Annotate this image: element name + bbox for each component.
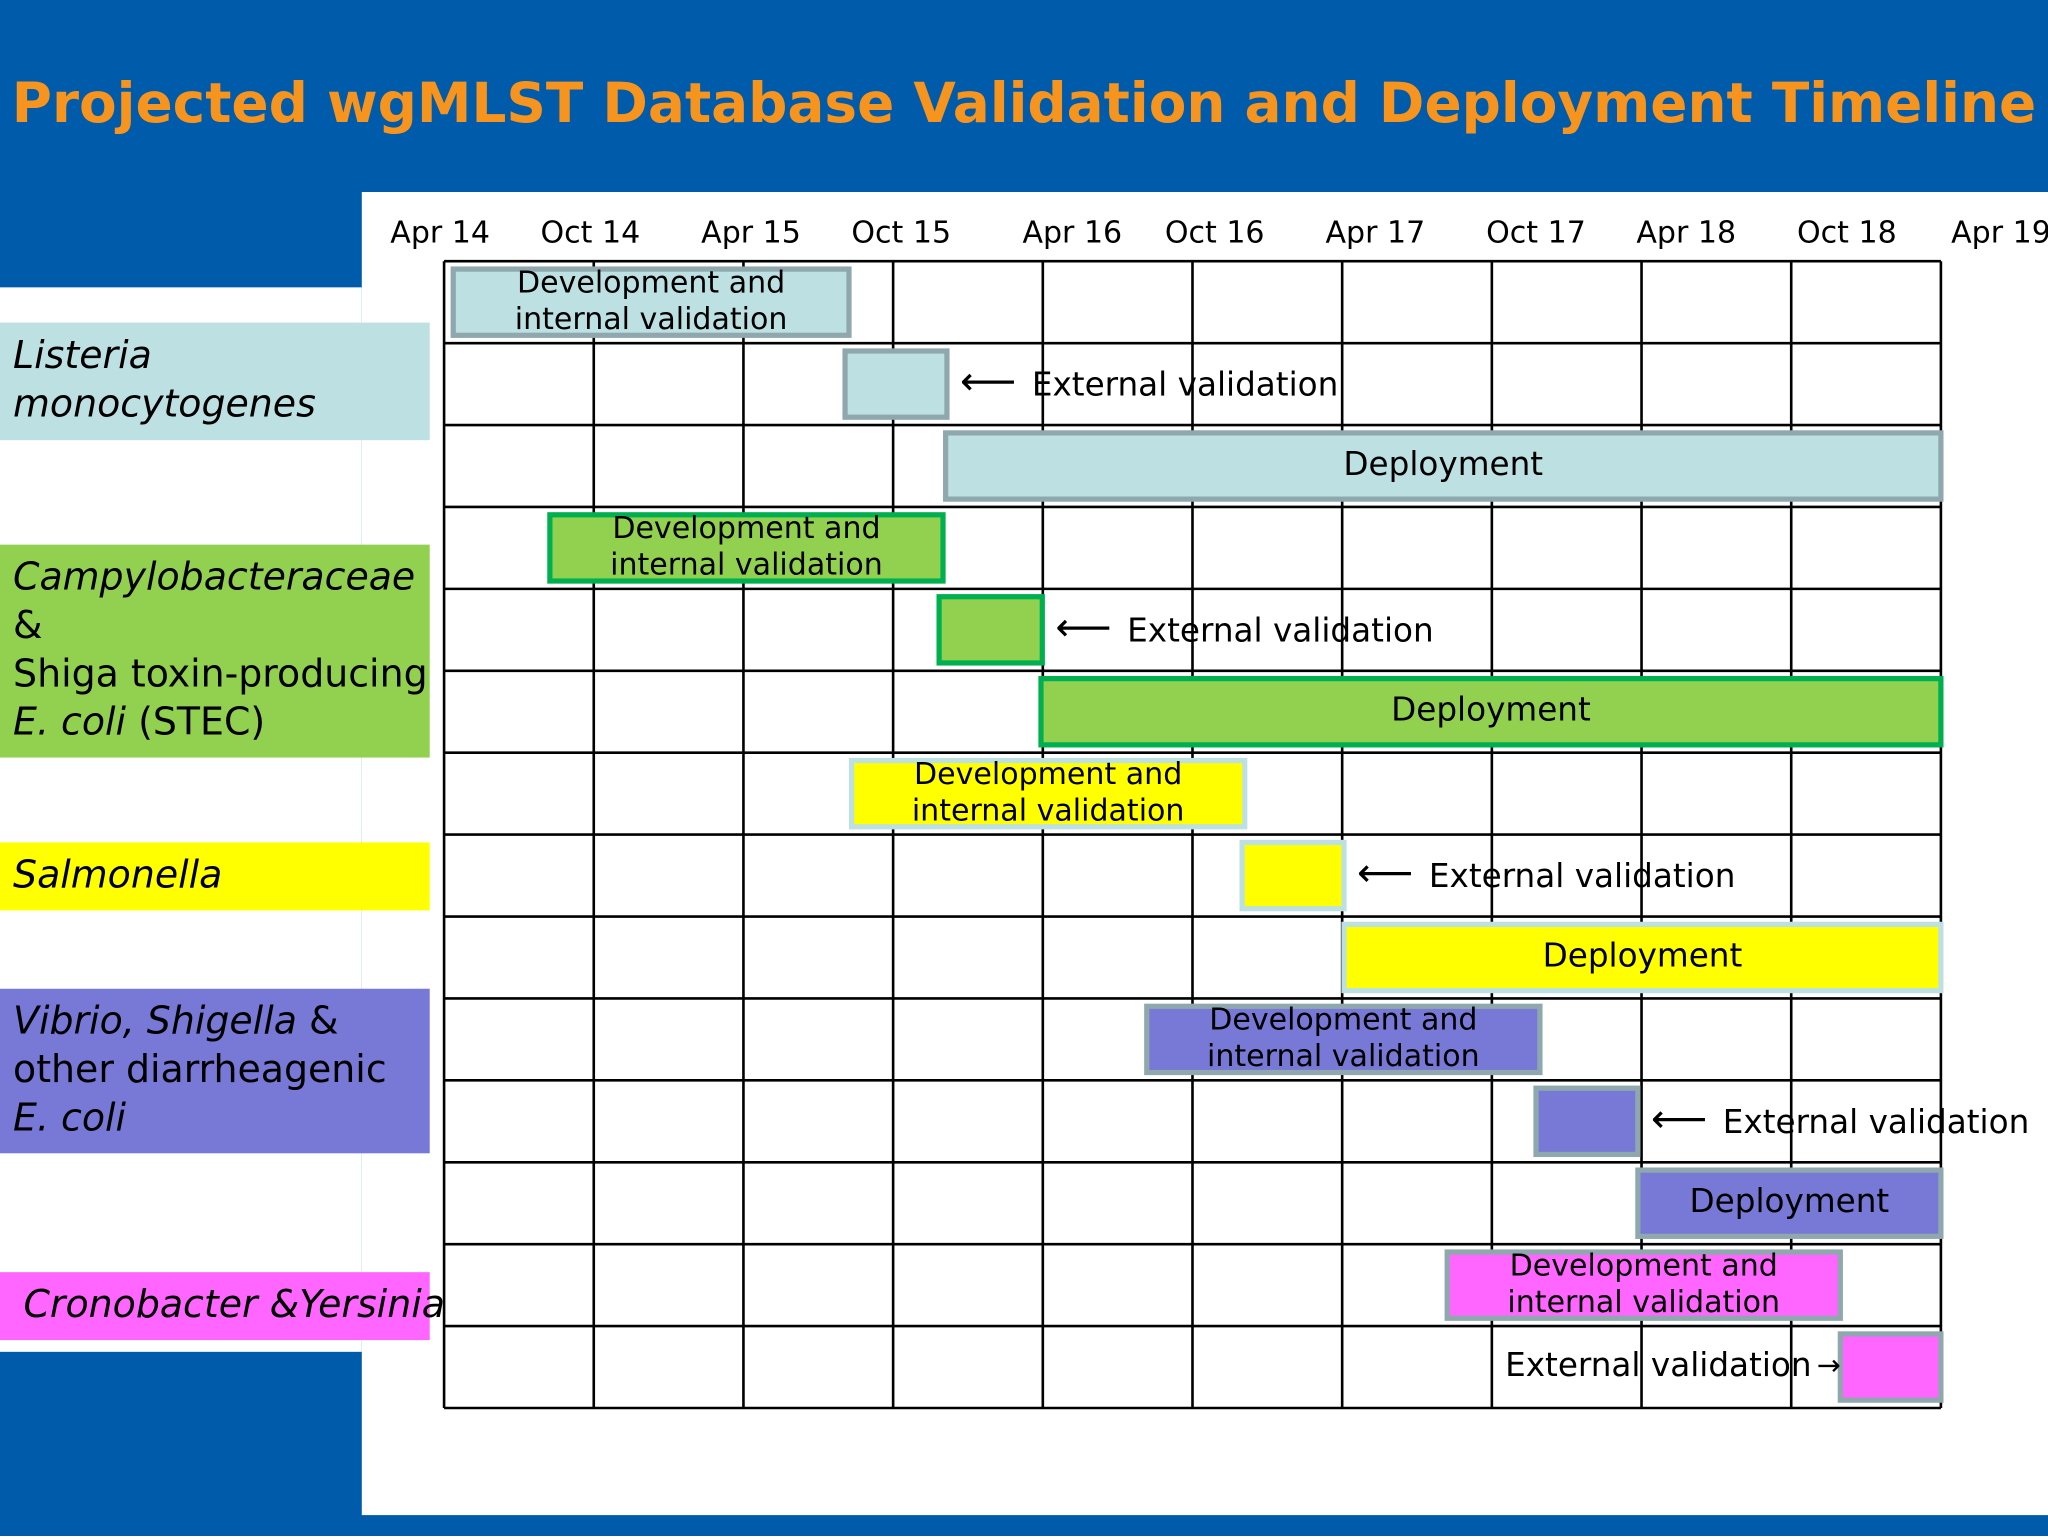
bar-label: Development and (1510, 1248, 1778, 1283)
arrow: → (1817, 1348, 1841, 1382)
category-label-part: monocytogenes (13, 381, 316, 425)
bar-label: External validation (1505, 1346, 1812, 1384)
bar-label: Development and (1209, 1003, 1477, 1038)
column-label: Apr 19 (1951, 215, 2048, 250)
bar-label: External validation (1032, 366, 1339, 404)
arrow: ⟵ (1357, 851, 1413, 896)
category-label-part: Campylobacteraceae (13, 554, 415, 598)
category-box (0, 988, 430, 1154)
bar-label: internal validation (1507, 1285, 1780, 1320)
bar-label: internal validation (610, 548, 883, 583)
bar-label: External validation (1429, 857, 1736, 895)
column-label: Apr 18 (1636, 215, 1736, 250)
category-label-part: Vibrio, Shigella (13, 998, 297, 1042)
arrow: ⟵ (1651, 1097, 1707, 1142)
timeline-bar (547, 512, 946, 584)
arrow: ⟵ (1055, 605, 1111, 650)
timeline-bar (1144, 1003, 1543, 1076)
category-label-part: E. coli (13, 699, 126, 743)
timeline-bar (842, 348, 950, 420)
category-box (0, 322, 430, 441)
category-label-part: (STEC) (126, 699, 265, 743)
timeline-bar (1533, 1085, 1641, 1158)
category-label: monocytogenes (13, 381, 316, 425)
column-label: Apr 16 (1022, 215, 1122, 250)
bar-label: Development and (612, 511, 880, 546)
timeline-bar (1341, 921, 1944, 994)
category-label-part: E. coli (13, 1095, 126, 1139)
bar-label: internal validation (1207, 1039, 1480, 1074)
column-label: Oct 18 (1797, 215, 1897, 250)
bar-label: Deployment (1690, 1182, 1890, 1220)
timeline-bar (1239, 839, 1347, 912)
category-label: E. coli (13, 1095, 126, 1139)
timeline-bar (943, 430, 1944, 502)
bar-label: internal validation (515, 302, 788, 337)
column-label: Apr 15 (701, 215, 801, 250)
category-box (0, 1272, 430, 1341)
timeline-bar (1837, 1331, 1944, 1403)
bar-label: internal validation (912, 793, 1185, 828)
category-label: Shiga toxin-producing (13, 651, 428, 695)
category-label-part: Salmonella (13, 852, 222, 896)
column-label: Oct 14 (541, 215, 641, 250)
category-label: other diarrheagenic (13, 1047, 387, 1091)
category-box (0, 544, 430, 758)
category-label-part: Cronobacter &Yersinia (24, 1282, 445, 1326)
category-label: Listeria (13, 333, 152, 377)
column-label: Apr 14 (390, 215, 490, 250)
category-label: Cronobacter &Yersinia (24, 1282, 445, 1326)
bar-label: Deployment (1343, 445, 1543, 483)
category-label: & (13, 602, 43, 646)
bar-label: Deployment (1391, 691, 1591, 729)
bar-label: Development and (517, 265, 785, 300)
category-box (0, 842, 430, 911)
column-label: Oct 17 (1486, 215, 1586, 250)
bar-label: Development and (914, 757, 1182, 792)
column-label: Apr 17 (1325, 215, 1425, 250)
category-label-part: other diarrheagenic (13, 1047, 387, 1091)
category-label-part: Shiga toxin-producing (13, 651, 428, 695)
category-label: E. coli (STEC) (13, 699, 265, 743)
timeline-bar (1038, 676, 1944, 748)
category-label: Vibrio, Shigella & (13, 998, 338, 1042)
category-label: Salmonella (13, 852, 222, 896)
column-label: Oct 16 (1165, 215, 1265, 250)
timeline-bar (1444, 1249, 1843, 1321)
arrow: ⟵ (960, 360, 1016, 405)
column-label: Oct 15 (851, 215, 951, 250)
category-label-part: Listeria (13, 333, 152, 377)
timeline-bar (450, 266, 852, 338)
bar-label: Deployment (1543, 936, 1743, 974)
slide-title: Projected wgMLST Database Validation and… (12, 71, 2036, 135)
category-label-part: & (297, 998, 339, 1042)
bar-label: External validation (1127, 611, 1434, 649)
label-panel (0, 287, 362, 1352)
category-label-part: & (13, 602, 43, 646)
timeline-bar (936, 594, 1045, 666)
bar-label: External validation (1723, 1103, 2030, 1141)
category-label: Campylobacteraceae (13, 554, 415, 598)
timeline-bar (848, 757, 1248, 830)
timeline-bar (1635, 1167, 1944, 1239)
